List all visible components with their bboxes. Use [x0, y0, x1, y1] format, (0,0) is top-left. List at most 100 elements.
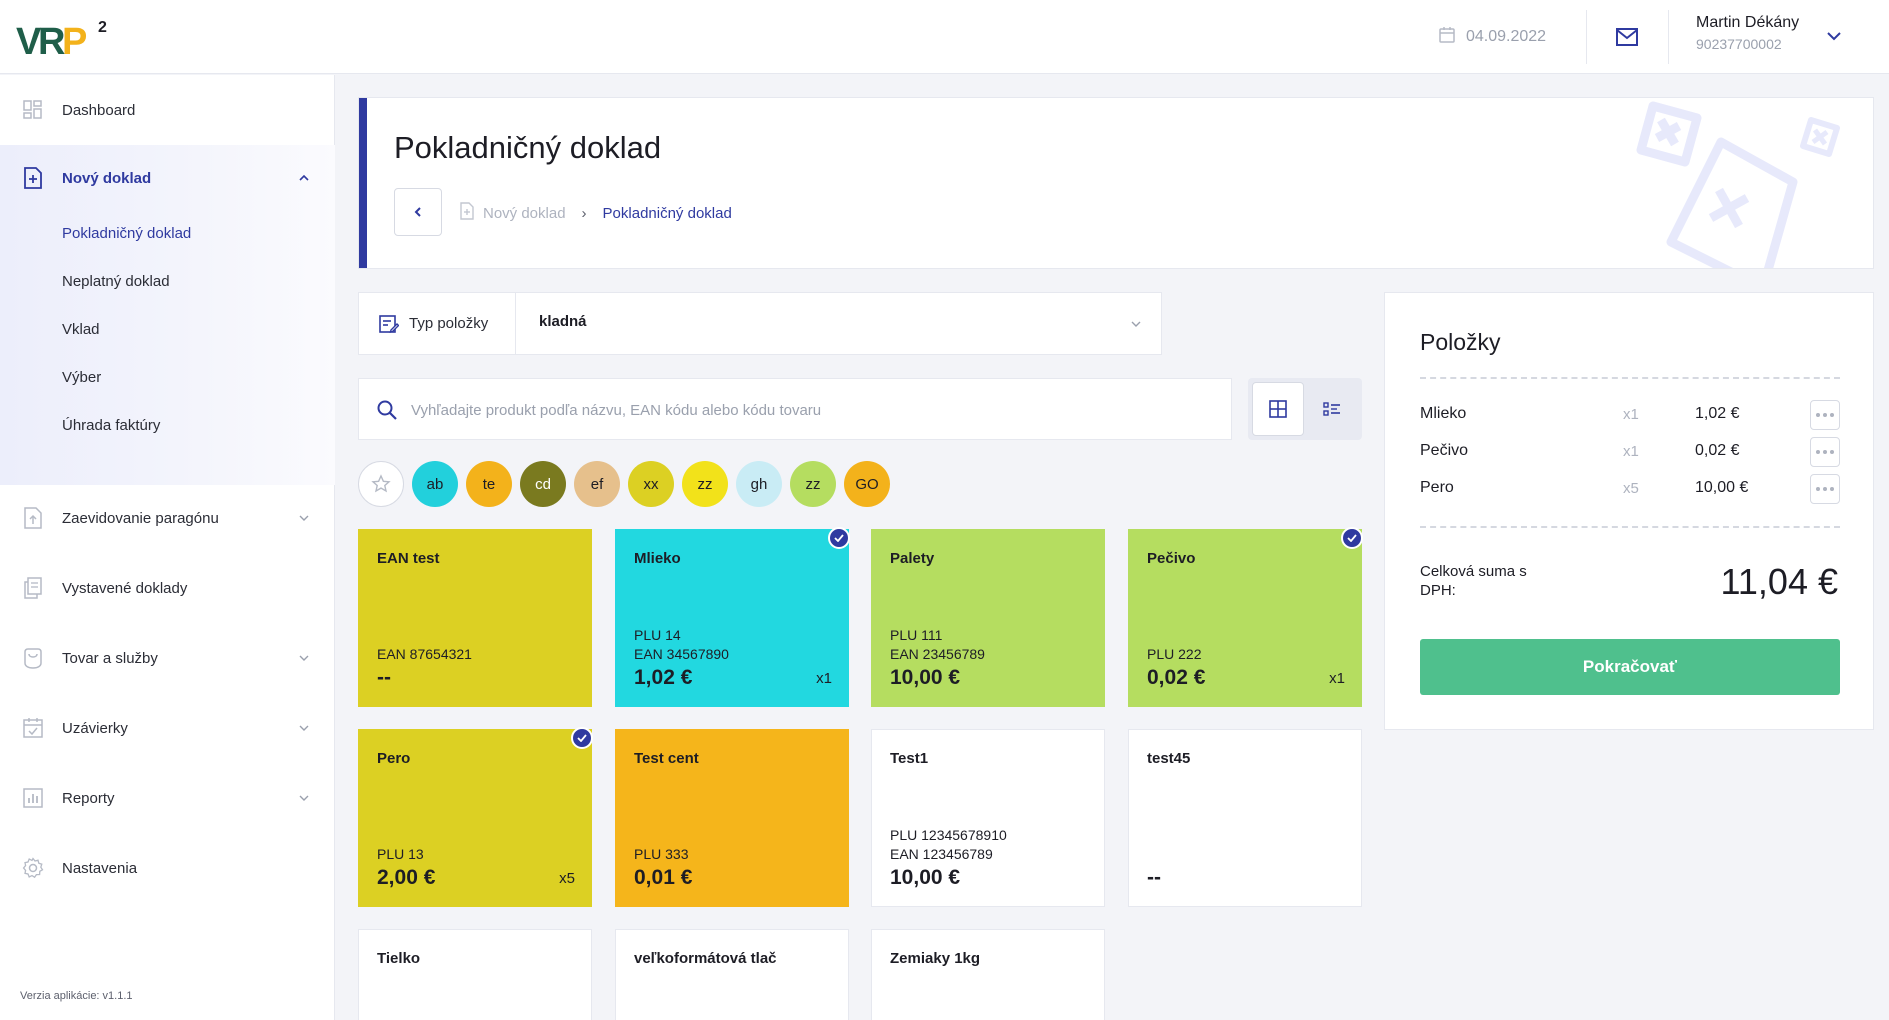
sidebar-group-novy-doklad: Nový doklad Pokladničný doklad Neplatný … — [0, 145, 335, 485]
calendar-icon — [1438, 26, 1456, 49]
product-code: PLU 111 — [890, 627, 943, 643]
chevron-down-icon — [297, 791, 311, 805]
product-price: 10,00 € — [890, 666, 961, 689]
cart-item-price: 10,00 € — [1695, 479, 1749, 496]
product-price: -- — [377, 666, 391, 689]
more-options-button[interactable] — [1810, 474, 1840, 504]
cart-title: Položky — [1420, 329, 1501, 355]
product-quantity: x1 — [1329, 670, 1345, 687]
product-tile[interactable]: Pero PLU 13 2,00 € x5 — [358, 727, 593, 907]
sidebar-item-novy-doklad[interactable]: Nový doklad — [0, 153, 335, 203]
sidebar-item-label: Nastavenia — [62, 859, 138, 877]
product-tile[interactable]: Zemiaky 1kg — [871, 929, 1105, 1020]
divider — [1420, 377, 1840, 379]
product-tile[interactable]: EAN test EAN 87654321 -- — [358, 529, 592, 707]
product-tile[interactable]: Mlieko PLU 14 EAN 34567890 1,02 € x1 — [615, 527, 850, 707]
search-input[interactable] — [411, 395, 1211, 425]
sidebar-item-reporty[interactable]: Reporty — [0, 773, 335, 823]
edit-list-icon — [379, 314, 399, 334]
cart-item-quantity: x1 — [1623, 406, 1639, 423]
category-chip[interactable]: ef — [574, 461, 620, 507]
app-logo[interactable]: V R P 2 — [16, 10, 116, 63]
more-options-button[interactable] — [1810, 437, 1840, 467]
product-code: EAN 123456789 — [890, 846, 993, 862]
category-chip[interactable]: cd — [520, 461, 566, 507]
sidebar-item-label: Zaevidovanie paragónu — [62, 509, 219, 527]
product-tile[interactable]: test45 -- — [1128, 729, 1362, 907]
product-tile[interactable]: Palety PLU 111 EAN 23456789 10,00 € — [871, 529, 1105, 707]
grid-view-button[interactable] — [1252, 382, 1304, 436]
selected-check-icon — [1341, 527, 1363, 549]
favorites-chip[interactable] — [358, 461, 404, 507]
sidebar-item-label: Dashboard — [62, 101, 136, 119]
item-type-select[interactable]: Typ položky kladná — [358, 292, 1162, 355]
category-chip[interactable]: gh — [736, 461, 782, 507]
search-icon — [377, 400, 397, 420]
product-code: PLU 333 — [634, 846, 689, 862]
cart-item-name: Mlieko — [1420, 405, 1467, 422]
item-type-label: Typ položky — [409, 315, 489, 332]
chevron-up-icon — [297, 171, 311, 185]
product-price: 0,02 € — [1147, 666, 1206, 689]
mail-icon[interactable] — [1610, 20, 1644, 54]
sidebar-item-dashboard[interactable]: Dashboard — [0, 85, 335, 135]
product-code: PLU 13 — [377, 846, 424, 862]
current-date: 04.09.2022 — [1438, 22, 1546, 52]
new-document-icon — [22, 167, 44, 189]
page-header-card: Pokladničný doklad Nový doklad › Pokladn… — [358, 97, 1874, 269]
sidebar-item-nastavenia[interactable]: Nastavenia — [0, 843, 335, 893]
calendar-check-icon — [22, 717, 44, 739]
chevron-down-icon — [297, 721, 311, 735]
product-tile[interactable]: Test cent PLU 333 0,01 € — [615, 729, 849, 907]
chevron-down-icon[interactable] — [1822, 24, 1846, 48]
chevron-left-icon — [414, 207, 421, 217]
product-code: EAN 87654321 — [377, 646, 472, 662]
more-options-button[interactable] — [1810, 400, 1840, 430]
grid-icon — [1269, 400, 1287, 418]
category-chip[interactable]: ab — [412, 461, 458, 507]
sidebar-subitem-neplatny-doklad[interactable]: Neplatný doklad — [62, 273, 170, 290]
back-button[interactable] — [394, 188, 442, 236]
category-chip[interactable]: zz — [790, 461, 836, 507]
continue-button[interactable]: Pokračovať — [1420, 639, 1840, 695]
sidebar-subitem-vklad[interactable]: Vklad — [62, 321, 100, 338]
chevron-down-icon — [297, 511, 311, 525]
cart-item-name: Pero — [1420, 479, 1454, 496]
breadcrumb-item-novy-doklad[interactable]: Nový doklad — [483, 204, 566, 222]
sidebar-item-zaevidovanie-paragonu[interactable]: Zaevidovanie paragónu — [0, 493, 335, 543]
category-chip[interactable]: GO — [844, 461, 890, 507]
cart-item-name: Pečivo — [1420, 442, 1469, 459]
list-view-button[interactable] — [1306, 382, 1358, 436]
product-code: PLU 222 — [1147, 646, 1202, 662]
product-tile[interactable]: veľkoformátová tlač — [615, 929, 849, 1020]
sidebar-item-vystavene-doklady[interactable]: Vystavené doklady — [0, 563, 335, 613]
chevron-down-icon[interactable] — [1129, 317, 1143, 331]
documents-icon — [22, 577, 44, 599]
user-menu[interactable]: Martin Dékány 90237700002 — [1696, 14, 1799, 52]
product-name: EAN test — [377, 550, 440, 567]
shopping-bag-icon — [22, 647, 44, 669]
sidebar-item-label: Nový doklad — [62, 169, 152, 187]
category-chip[interactable]: te — [466, 461, 512, 507]
product-tile[interactable]: Tielko — [358, 929, 592, 1020]
product-name: Palety — [890, 550, 935, 567]
sidebar-item-label: Reporty — [62, 789, 115, 807]
sidebar-subitem-pokladnicny-doklad[interactable]: Pokladničný doklad — [62, 225, 192, 242]
product-tile[interactable]: Test1 PLU 12345678910 EAN 123456789 10,0… — [871, 729, 1105, 907]
category-chip[interactable]: xx — [628, 461, 674, 507]
product-tile[interactable]: Pečivo PLU 222 0,02 € x1 — [1128, 527, 1363, 707]
sidebar-subitem-uhrada-faktury[interactable]: Úhrada faktúry — [62, 417, 161, 434]
sidebar-item-tovar-a-sluzby[interactable]: Tovar a služby — [0, 633, 335, 683]
product-name: Pero — [377, 750, 411, 767]
sidebar-item-uzavierky[interactable]: Uzávierky — [0, 703, 335, 753]
sidebar-subitem-vyber[interactable]: Výber — [62, 369, 102, 386]
star-icon — [371, 474, 391, 493]
product-price: 0,01 € — [634, 866, 693, 889]
breadcrumb: Nový doklad › Pokladničný doklad — [459, 202, 732, 224]
product-quantity: x5 — [559, 870, 575, 887]
page-title: Pokladničný doklad — [394, 130, 662, 165]
divider — [1420, 526, 1840, 528]
cart-item-quantity: x5 — [1623, 480, 1639, 497]
document-icon — [459, 202, 475, 224]
category-chip[interactable]: zz — [682, 461, 728, 507]
